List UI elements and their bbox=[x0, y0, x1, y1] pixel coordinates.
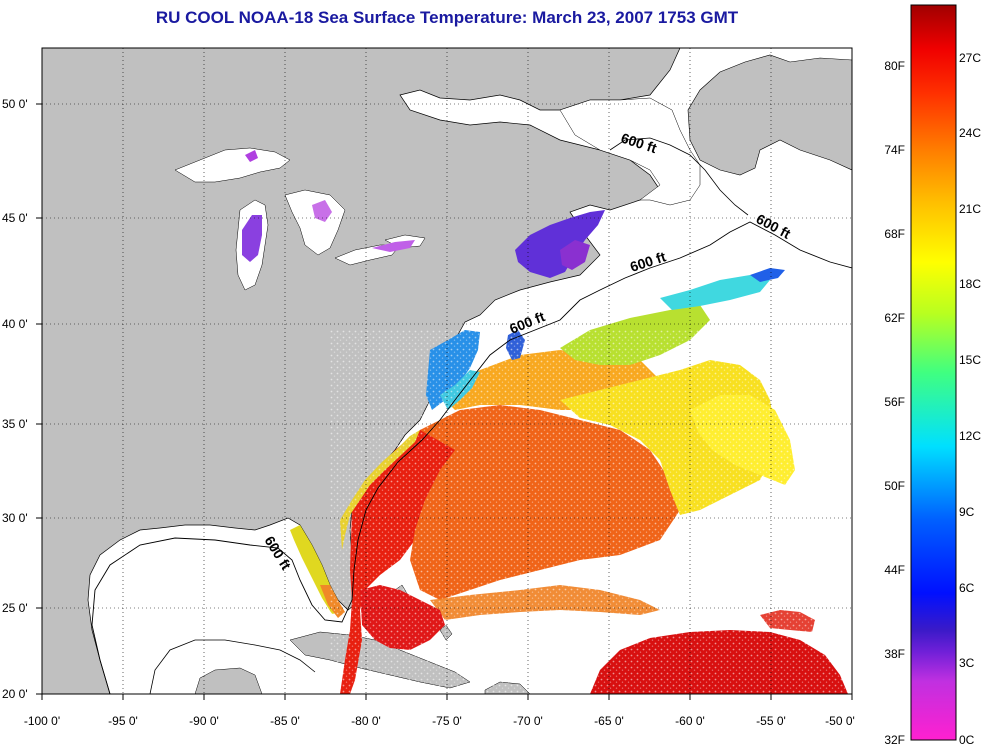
sst-cyan-band bbox=[660, 275, 770, 310]
lat-tick-label: 50 0' bbox=[2, 97, 28, 111]
sst-lake-michigan bbox=[242, 215, 262, 262]
map-title: RU COOL NOAA-18 Sea Surface Temperature:… bbox=[155, 8, 739, 27]
lat-tick-label: 20 0' bbox=[2, 687, 28, 701]
gulf-shelf-contour bbox=[149, 639, 316, 694]
cloud-texture bbox=[330, 330, 850, 694]
sst-lake-superior bbox=[245, 150, 258, 162]
lat-lon-grid bbox=[42, 48, 852, 694]
lon-tick-label: -90 0' bbox=[189, 714, 219, 728]
lat-tick-label: 40 0' bbox=[2, 317, 28, 331]
lon-tick-label: -55 0' bbox=[756, 714, 786, 728]
yucatan-land bbox=[194, 667, 263, 694]
sst-lake-huron bbox=[312, 200, 332, 222]
lake-huron bbox=[284, 189, 346, 256]
lon-tick-label: -100 0' bbox=[24, 714, 60, 728]
lon-tick-label: -85 0' bbox=[270, 714, 300, 728]
sst-gulf-maine bbox=[515, 210, 605, 278]
lat-tick-label: 30 0' bbox=[2, 511, 28, 525]
lat-tick-label: 45 0' bbox=[2, 211, 28, 225]
sst-blue-band bbox=[750, 268, 785, 282]
lon-tick-label: -60 0' bbox=[675, 714, 705, 728]
sst-gulf-maine-violet bbox=[560, 240, 590, 270]
lon-tick-label: -80 0' bbox=[351, 714, 381, 728]
lon-tick-label: -95 0' bbox=[108, 714, 138, 728]
latitude-labels: 50 0' 45 0' 40 0' 35 0' 30 0' 25 0' 20 0… bbox=[2, 97, 28, 701]
longitude-labels: -100 0' -95 0' -90 0' -85 0' -80 0' -75 … bbox=[24, 714, 855, 728]
lon-tick-label: -75 0' bbox=[432, 714, 462, 728]
lat-tick-label: 25 0' bbox=[2, 601, 28, 615]
lon-tick-label: -65 0' bbox=[594, 714, 624, 728]
lat-tick-label: 35 0' bbox=[2, 417, 28, 431]
lon-tick-label: -70 0' bbox=[513, 714, 543, 728]
depth-contour-600ft bbox=[91, 221, 852, 694]
lon-tick-label: -50 0' bbox=[825, 714, 855, 728]
sst-lake-erie bbox=[372, 240, 415, 252]
depth-contour-north bbox=[609, 137, 749, 216]
